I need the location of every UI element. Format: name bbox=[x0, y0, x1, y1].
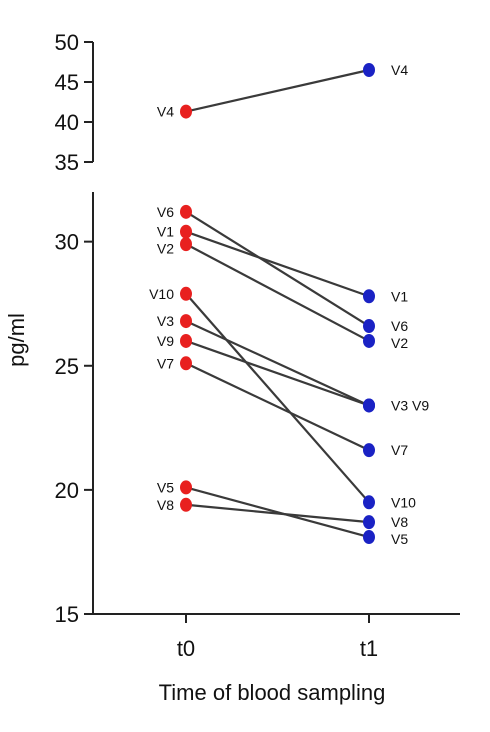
label-t0-v5: V5 bbox=[157, 479, 174, 495]
y-tick-label: 45 bbox=[55, 70, 79, 95]
series-lines bbox=[185, 68, 370, 539]
point-t0-v7 bbox=[180, 356, 192, 371]
point-t0-v1 bbox=[180, 224, 192, 239]
label-t1-v8: V8 bbox=[391, 514, 408, 530]
point-t1-v5 bbox=[363, 530, 375, 545]
upper-y-axis: 35 40 45 50 bbox=[55, 30, 94, 175]
point-t1-v6 bbox=[363, 319, 375, 334]
point-t1-v4 bbox=[363, 63, 375, 77]
point-t0-v9 bbox=[180, 333, 192, 348]
label-t1-v5: V5 bbox=[391, 531, 408, 547]
x-axis-label: Time of blood sampling bbox=[159, 680, 386, 705]
series-line-v4 bbox=[185, 68, 370, 113]
label-t0-v7: V7 bbox=[157, 355, 174, 371]
series-line-v3 bbox=[185, 320, 370, 407]
label-t1-v2: V2 bbox=[391, 335, 408, 351]
point-t1-v2 bbox=[363, 333, 375, 348]
label-t0-v2: V2 bbox=[157, 241, 174, 257]
series-line-v9 bbox=[185, 339, 370, 407]
label-t0-v8: V8 bbox=[157, 497, 174, 513]
x-axis: t0 t1 bbox=[93, 613, 460, 661]
label-t0-v1: V1 bbox=[157, 224, 174, 240]
x-tick-label: t1 bbox=[360, 636, 378, 661]
y-tick-label: 30 bbox=[55, 230, 79, 255]
data-points bbox=[180, 63, 375, 545]
label-t0-v6: V6 bbox=[157, 204, 174, 220]
label-t1-v7: V7 bbox=[391, 442, 408, 458]
series-line-v2 bbox=[185, 243, 370, 342]
y-tick-label: 25 bbox=[55, 354, 79, 379]
label-t0-v10: V10 bbox=[149, 286, 174, 302]
lower-y-axis: 15 20 25 30 bbox=[55, 192, 94, 627]
point-t1-v7 bbox=[363, 443, 375, 458]
y-tick-label: 35 bbox=[55, 150, 79, 175]
point-t0-v2 bbox=[180, 237, 192, 252]
y-axis-label: pg/ml bbox=[4, 313, 29, 367]
label-t1-v1: V1 bbox=[391, 288, 408, 304]
series-line-v5 bbox=[185, 486, 370, 539]
point-t0-v5 bbox=[180, 480, 192, 495]
series-line-v10 bbox=[185, 293, 370, 504]
y-tick-label: 15 bbox=[55, 602, 79, 627]
point-t0-v6 bbox=[180, 204, 192, 219]
point-t0-v4 bbox=[180, 104, 192, 119]
y-tick-label: 50 bbox=[55, 30, 79, 55]
series-line-v1 bbox=[185, 230, 370, 298]
label-t1-v10: V10 bbox=[391, 494, 416, 510]
y-tick-label: 20 bbox=[55, 478, 79, 503]
y-tick-label: 40 bbox=[55, 110, 79, 135]
label-t1-v3-v9: V3 V9 bbox=[391, 397, 429, 413]
series-line-v6 bbox=[185, 210, 370, 327]
point-t0-v3 bbox=[180, 314, 192, 329]
series-line-v7 bbox=[185, 362, 370, 452]
point-t1-v1 bbox=[363, 289, 375, 304]
x-tick-label: t0 bbox=[177, 636, 195, 661]
point-t1-v10 bbox=[363, 495, 375, 510]
point-t0-v8 bbox=[180, 497, 192, 512]
label-t1-v4: V4 bbox=[391, 62, 408, 78]
series-line-v8 bbox=[185, 503, 370, 524]
label-t1-v6: V6 bbox=[391, 318, 408, 334]
point-t0-v10 bbox=[180, 286, 192, 301]
label-t0-v9: V9 bbox=[157, 333, 174, 349]
label-t0-v3: V3 bbox=[157, 313, 174, 329]
point-t1-v8 bbox=[363, 515, 375, 530]
label-t0-v4: V4 bbox=[157, 104, 174, 120]
point-t1-v9 bbox=[363, 398, 375, 413]
